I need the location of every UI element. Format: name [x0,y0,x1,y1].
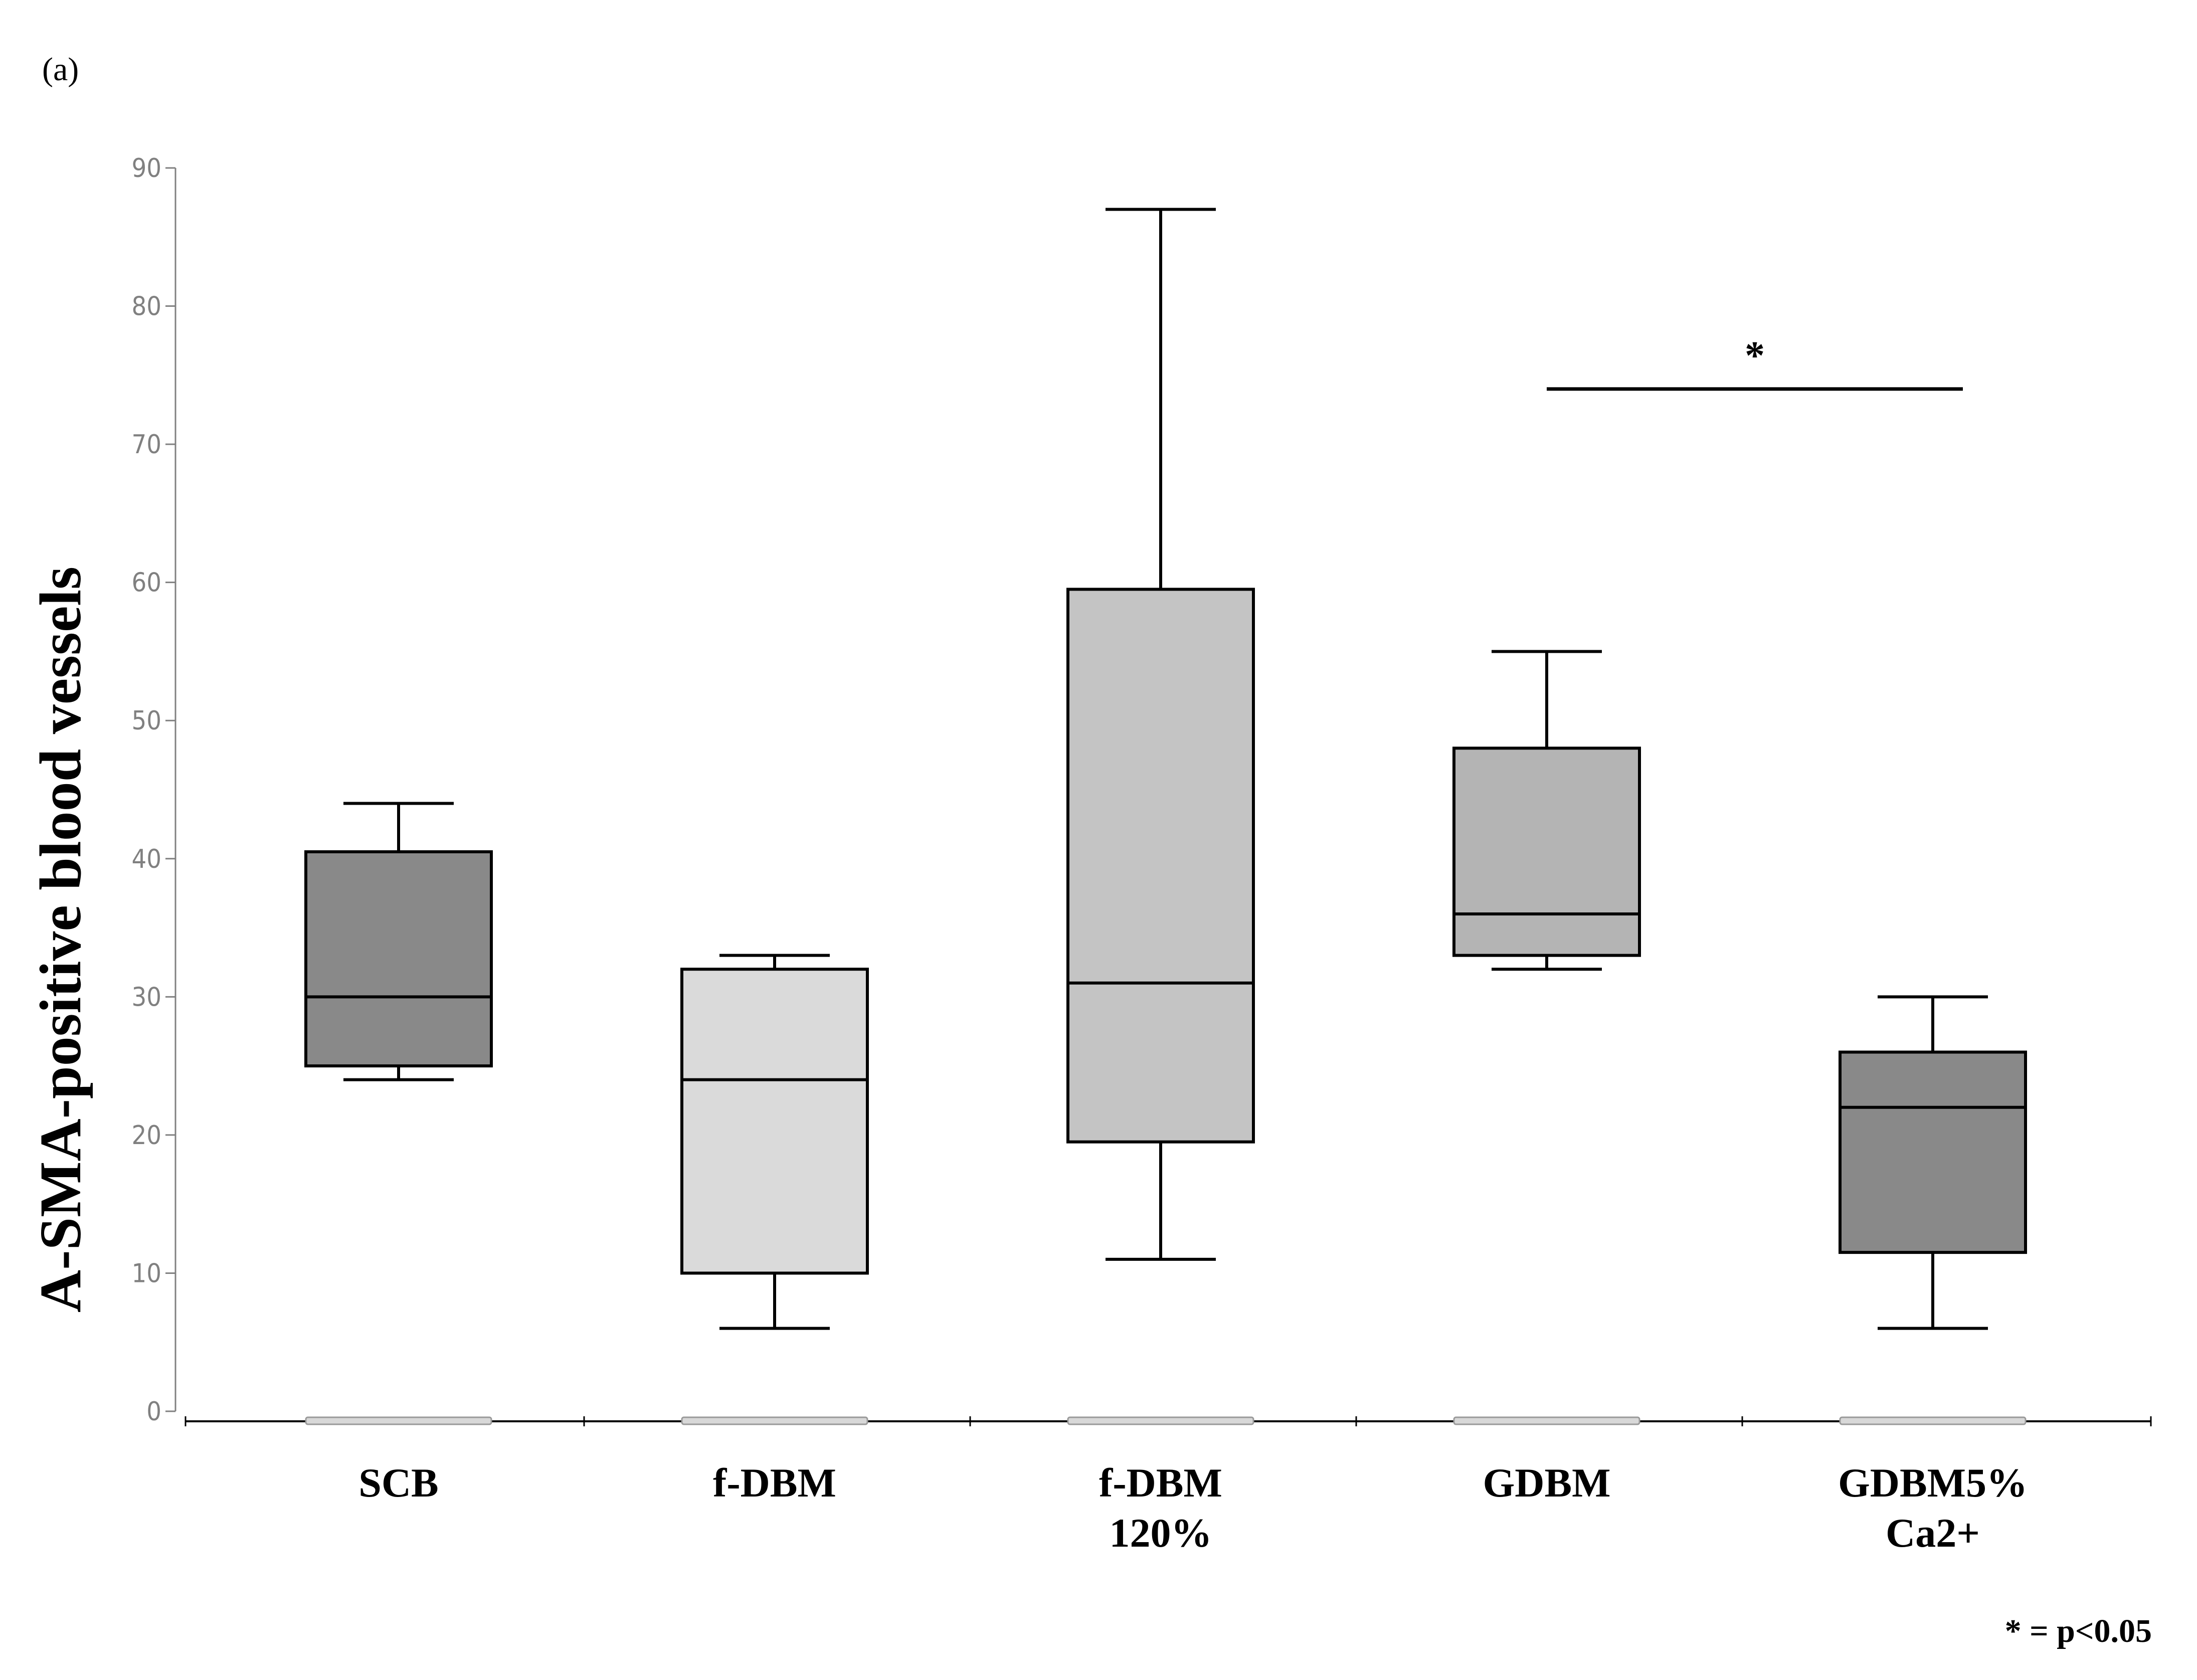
x-tick-label-line: f-DBM [1099,1460,1222,1506]
y-tick-label: 70 [131,430,161,460]
iqr-box [1452,746,1641,957]
baseline-marker [305,1416,492,1425]
iqr-box [304,850,493,1068]
x-tick-label: f-DBM 120% [1099,1460,1222,1556]
significance-note: * = p<0.05 [2005,1613,2152,1649]
box-group [1452,650,1641,1425]
x-tick-label: GDBM5% Ca2+ [1838,1460,2028,1556]
significance-star: * [1745,334,1765,378]
baseline-marker [1067,1416,1254,1425]
x-tick-label-line: GDBM [1483,1460,1610,1506]
x-tick-label-line: f-DBM [713,1460,836,1506]
y-tick-label: 50 [131,706,161,736]
y-axis-label: A-SMA-positive blood vessels [28,567,93,1313]
y-ticks: 0 10 20 30 40 50 60 70 80 90 [131,153,175,1427]
x-tick-label: GDBM [1483,1460,1610,1506]
x-tick-labels: SCB f-DBM f-DBM 120%GDBM GDBM5% Ca2+ [185,1416,2152,1556]
y-tick-label: 90 [131,153,161,183]
iqr-box [680,968,869,1275]
y-tick-label: 60 [131,568,161,598]
y-tick-label: 80 [131,292,161,322]
box-group [1066,208,1255,1425]
x-tick-label-line: Ca2+ [1886,1510,1980,1556]
box-group [680,954,869,1425]
panel-label: (a) [42,51,79,88]
iqr-box [1839,1050,2027,1254]
y-tick-label: 20 [131,1121,161,1151]
x-tick-label: SCB [358,1460,439,1506]
y-tick-label: 40 [131,844,161,874]
baseline-marker [681,1416,868,1425]
x-tick-label-line: GDBM5% [1838,1460,2028,1506]
x-tick-label-line: 120% [1110,1510,1212,1556]
y-tick-label: 30 [131,982,161,1012]
box-group [304,802,493,1425]
y-tick-label: 0 [146,1397,161,1427]
significance-bracket: * [1547,334,1963,391]
iqr-box [1066,588,1255,1144]
y-tick-label: 10 [131,1258,161,1288]
box-group [1839,995,2027,1425]
boxes [304,208,2027,1425]
x-tick-label: f-DBM [713,1460,836,1506]
baseline-marker [1839,1416,2027,1425]
x-tick-label-line: SCB [358,1460,439,1506]
baseline-marker [1453,1416,1640,1425]
